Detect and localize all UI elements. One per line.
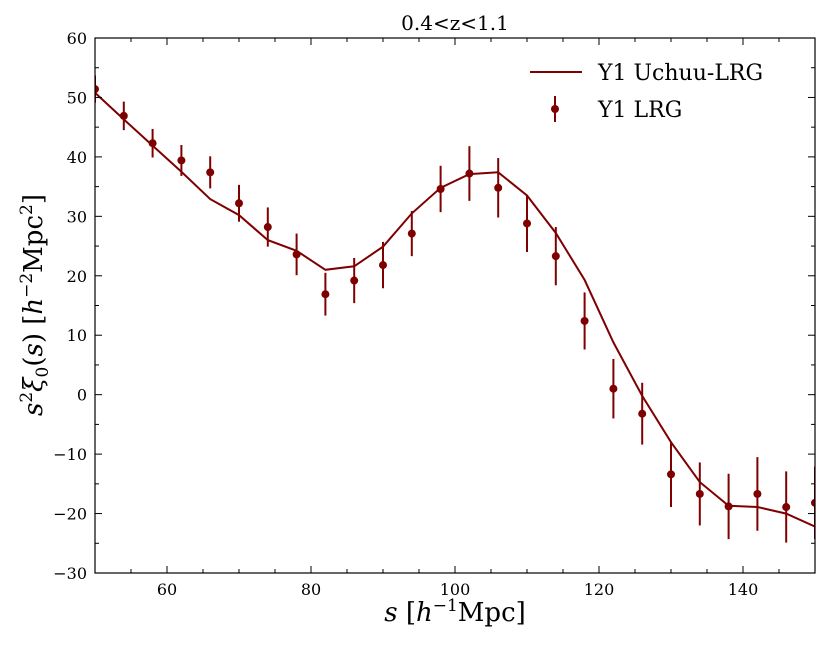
x-tick-label: 80	[301, 580, 321, 599]
data-point	[95, 85, 99, 94]
y-tick-label: 0	[77, 386, 87, 405]
y-tick-label: 20	[67, 267, 87, 286]
data-point	[235, 199, 243, 208]
y-tick-label: 60	[67, 29, 87, 48]
y-tick-label: −30	[53, 564, 87, 583]
chart-title: 0.4<z<1.1	[401, 11, 509, 35]
y-tick-label: 50	[67, 88, 87, 107]
series-line-uchuu-lrg	[95, 91, 815, 528]
data-point	[724, 502, 733, 511]
data-point	[292, 250, 301, 259]
data-point	[350, 276, 359, 285]
data-point	[667, 470, 675, 479]
x-tick-label: 140	[728, 580, 759, 599]
data-point	[465, 169, 474, 178]
data-point	[609, 384, 618, 393]
y-tick-label: 10	[67, 326, 87, 345]
data-point	[695, 489, 704, 498]
legend-label-uchuu: Y1 Uchuu-LRG	[597, 61, 763, 86]
data-point	[177, 156, 186, 165]
data-point	[638, 409, 647, 418]
data-point	[494, 183, 503, 192]
legend: Y1 Uchuu-LRG Y1 LRG	[530, 61, 763, 123]
data-point	[407, 229, 416, 238]
plot-area	[95, 75, 815, 543]
plot-frame	[94, 37, 816, 574]
data-point	[551, 252, 560, 261]
data-point	[523, 219, 531, 228]
data-point	[436, 184, 445, 193]
data-point	[206, 168, 215, 177]
data-point	[148, 139, 157, 148]
data-point	[580, 316, 589, 325]
x-axis-label: s [h−1Mpc]	[384, 596, 526, 628]
y-axis: −30 −20 −10 0 10 20 30 40 50 60	[53, 29, 815, 583]
x-axis: 60 80 100 120 140	[94, 38, 816, 599]
data-point	[379, 261, 387, 270]
y-tick-label: 30	[67, 207, 87, 226]
y-tick-label: −20	[53, 505, 87, 524]
data-point	[119, 111, 128, 120]
y-tick-label: −10	[53, 445, 87, 464]
legend-label-lrg: Y1 LRG	[597, 98, 682, 123]
data-point	[811, 498, 815, 507]
legend-marker-swatch	[551, 105, 559, 113]
data-point	[263, 223, 272, 232]
data-point	[782, 503, 791, 512]
y-tick-label: 40	[67, 148, 87, 167]
data-point	[753, 489, 762, 498]
y-axis-label: s2ξ0(s) [h−2Mpc2]	[17, 194, 53, 416]
data-point	[321, 290, 330, 299]
x-tick-label: 120	[584, 580, 615, 599]
x-tick-label: 100	[440, 580, 471, 599]
x-tick-label: 60	[157, 580, 177, 599]
